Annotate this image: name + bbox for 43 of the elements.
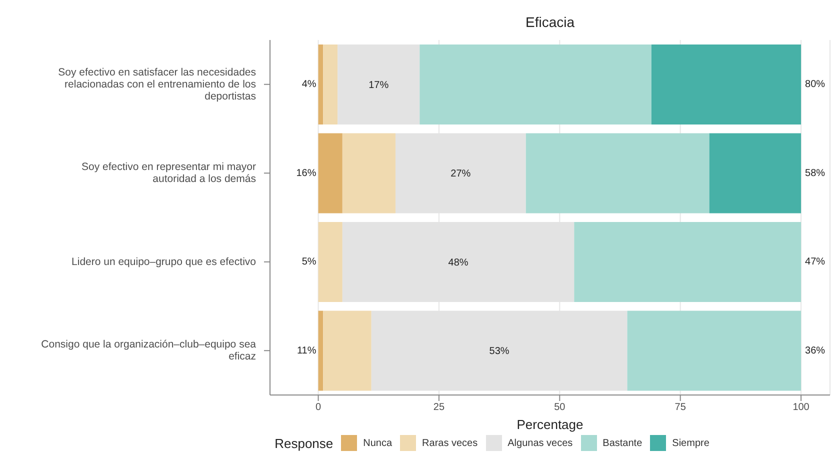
bar <box>420 44 652 124</box>
legend-label: Algunas veces <box>508 438 573 448</box>
legend-label: Nunca <box>363 438 392 448</box>
y-tick-label: Consigo que la organización–club–equipo sea eficaz <box>41 338 256 362</box>
annotation: 5% <box>302 256 316 268</box>
bar <box>318 310 324 391</box>
legend-label: Siempre <box>672 438 710 448</box>
data-label: 53% <box>489 346 510 358</box>
bar <box>338 44 420 124</box>
legend-label: Raras veces <box>422 438 478 448</box>
data-label: 48% <box>448 257 468 268</box>
bar <box>526 133 710 214</box>
bar <box>318 222 342 302</box>
bar <box>627 310 802 391</box>
y-tick-label: Soy efectivo en representar mi mayor autoridad a los demás <box>82 160 256 185</box>
bar <box>323 310 372 391</box>
x-tick-label: 0 <box>315 402 322 414</box>
bar <box>574 222 802 302</box>
annotation: 80% <box>805 79 826 90</box>
x-tick-label: 75 <box>674 402 686 414</box>
x-tick-label: 25 <box>433 402 445 414</box>
x-tick-label: 50 <box>554 402 566 414</box>
annotation: 11% <box>296 345 316 356</box>
bar <box>342 133 396 214</box>
y-tick-label: Soy efectivo en satisfacer las necesidades relacionadas con el entrenamiento de los deportistas <box>58 66 256 102</box>
bar <box>651 44 802 124</box>
bar <box>318 133 342 214</box>
y-tick-label: Lidero un equipo–grupo que es efectivo <box>72 256 256 268</box>
chart-title: Eficacia <box>524 14 576 30</box>
x-axis-title: Percentage <box>516 417 584 432</box>
bar <box>323 44 338 124</box>
annotation: 58% <box>805 168 826 179</box>
bar <box>318 44 324 124</box>
data-label: 27% <box>450 168 471 180</box>
annotation: 4% <box>302 79 316 90</box>
annotation: 36% <box>805 345 826 356</box>
bar <box>709 133 802 214</box>
annotation: 47% <box>805 256 826 268</box>
x-tick-label: 100 <box>792 402 810 414</box>
legend-title: Response <box>274 436 334 450</box>
data-label: 17% <box>368 80 389 91</box>
legend-label: Bastante <box>602 438 642 448</box>
annotation: 16% <box>296 168 316 179</box>
